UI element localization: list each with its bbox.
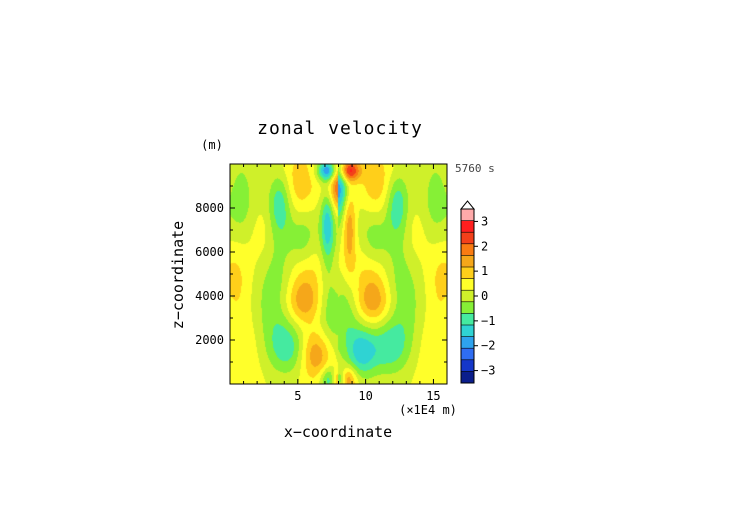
plot-area [229, 163, 448, 385]
colorbar-segment [461, 301, 474, 314]
colorbar-tick-label: −3 [481, 364, 495, 378]
colorbar-segment [461, 209, 474, 221]
colorbar-segment [461, 371, 474, 383]
colorbar-extend-arrow [459, 200, 476, 210]
colorbar-tick-label: 0 [481, 289, 488, 303]
time-label: 5760 s [455, 162, 495, 175]
heatmap-field [230, 164, 447, 384]
colorbar-segment [461, 232, 474, 244]
colorbar-segment [461, 336, 474, 349]
y-unit-label: (m) [201, 138, 223, 152]
colorbar-segment [461, 243, 474, 256]
y-tick-label: 8000 [195, 201, 224, 215]
colorbar-segment [461, 290, 474, 302]
colorbar-tick-label: 3 [481, 214, 488, 228]
colorbar-segment [461, 348, 474, 360]
y-tick-label: 2000 [195, 333, 224, 347]
y-tick-label: 6000 [195, 245, 224, 259]
x-tick-label: 5 [294, 389, 301, 403]
y-axis: 2000 4000 6000 8000 [195, 185, 447, 363]
colorbar-segment [461, 220, 474, 233]
colorbar: 3 2 1 0 −1 −2 −3 [459, 200, 495, 384]
colorbar-tick-label: −1 [481, 314, 495, 328]
x-axis-label: x−coordinate [284, 423, 392, 441]
x-unit-label: (×1E4 m) [399, 403, 457, 417]
colorbar-tick-label: −2 [481, 339, 495, 353]
chart-title: zonal velocity [257, 118, 423, 139]
x-axis: 5 10 15 [243, 164, 441, 403]
colorbar-segment [461, 267, 474, 279]
colorbar-tick-label: 1 [481, 264, 488, 278]
x-tick-label: 10 [358, 389, 372, 403]
colorbar-tick-label: 2 [481, 239, 488, 253]
y-axis-label: z−coordinate [169, 221, 187, 329]
colorbar-segment [461, 359, 474, 372]
colorbar-segment [461, 313, 474, 325]
y-tick-label: 4000 [195, 289, 224, 303]
colorbar-segment [461, 278, 474, 291]
colorbar-segment [461, 255, 474, 267]
colorbar-segment [461, 325, 474, 337]
x-tick-label: 15 [426, 389, 440, 403]
